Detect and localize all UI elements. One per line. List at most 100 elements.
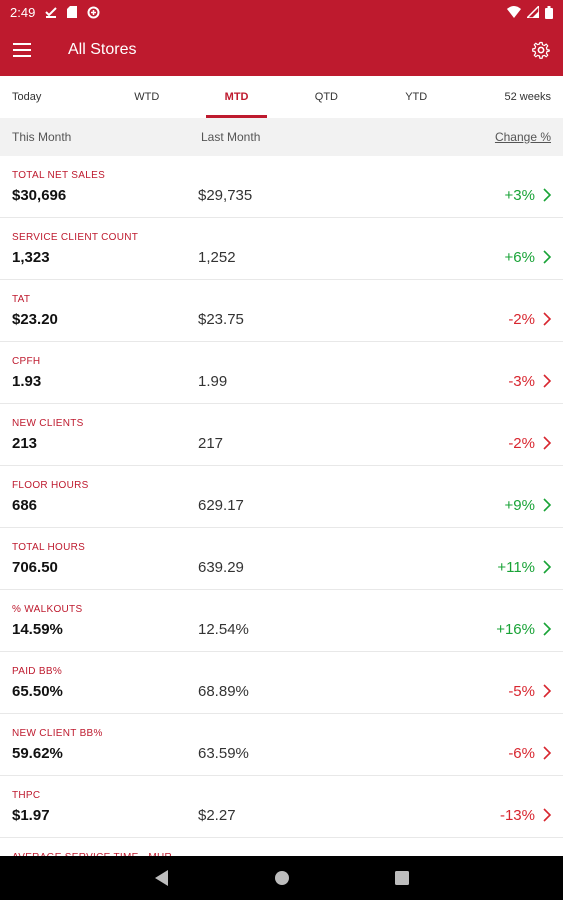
metric-row[interactable]: NEW CLIENT BB% 59.62% 63.59% -6% (0, 714, 563, 775)
metric-change: -6% (508, 745, 535, 762)
metric-last-month: $2.27 (198, 807, 236, 824)
gear-icon (532, 41, 550, 59)
metric-label: CPFH (12, 356, 41, 367)
page-title: All Stores (68, 41, 137, 58)
back-button[interactable] (152, 868, 172, 888)
battery-icon (545, 5, 553, 19)
metric-label: THPC (12, 790, 41, 801)
metric-row[interactable]: PAID BB% 65.50% 68.89% -5% (0, 652, 563, 713)
app-bar: All Stores (0, 24, 563, 76)
data-saver-icon (87, 6, 100, 19)
metric-this-month: 65.50% (12, 683, 63, 700)
metric-row[interactable]: SERVICE CLIENT COUNT 1,323 1,252 +6% (0, 218, 563, 279)
metric-row[interactable]: TOTAL NET SALES $30,696 $29,735 +3% (0, 156, 563, 217)
chevron-right-icon (543, 250, 552, 264)
chevron-right-icon (543, 374, 552, 388)
metric-last-month: 68.89% (198, 683, 249, 700)
metric-label: NEW CLIENTS (12, 418, 84, 429)
period-tabs: Today WTD MTD QTD YTD 52 weeks (0, 76, 563, 118)
metric-change: -5% (508, 683, 535, 700)
metric-label: TOTAL HOURS (12, 542, 86, 553)
hamburger-menu-icon (13, 43, 31, 57)
metric-last-month: 629.17 (198, 497, 244, 514)
wifi-icon (507, 6, 521, 18)
metric-this-month: 706.50 (12, 559, 58, 576)
tab-mtd[interactable]: MTD (192, 76, 282, 118)
metric-last-month: $29,735 (198, 187, 253, 204)
home-icon (274, 871, 289, 885)
chevron-right-icon (543, 188, 552, 202)
settings-button[interactable] (521, 24, 561, 76)
chevron-right-icon (543, 436, 552, 450)
metric-last-month: 1,252 (198, 249, 236, 266)
metric-change: +3% (504, 187, 535, 204)
metric-this-month: 686 (12, 497, 38, 514)
metric-change: -2% (508, 435, 535, 452)
chevron-right-icon (543, 560, 552, 574)
tab-qtd[interactable]: QTD (314, 91, 339, 103)
metric-change: -13% (499, 807, 535, 824)
metric-row[interactable]: THPC $1.97 $2.27 -13% (0, 776, 563, 837)
column-last-month: Last Month (201, 130, 261, 144)
system-nav-bar (0, 856, 563, 900)
download-done-icon (45, 6, 58, 18)
metric-change: +16% (496, 621, 535, 638)
metric-last-month: 63.59% (198, 745, 249, 762)
chevron-right-icon (543, 746, 552, 760)
metric-row[interactable]: TOTAL HOURS 706.50 639.29 +11% (0, 528, 563, 589)
chevron-right-icon (543, 312, 552, 326)
metric-this-month: $30,696 (12, 187, 67, 204)
metric-last-month: 1.99 (198, 373, 228, 390)
signal-icon (527, 6, 539, 18)
sd-card-icon (67, 6, 78, 18)
metric-last-month: 639.29 (198, 559, 244, 576)
metric-change: +11% (497, 559, 535, 576)
tab-52-weeks[interactable]: 52 weeks (504, 91, 551, 103)
column-this-month: This Month (12, 130, 72, 144)
recents-button[interactable] (392, 868, 412, 888)
metric-this-month: $23.20 (12, 311, 58, 328)
metric-label: AVERAGE SERVICE TIME - MHR (12, 852, 172, 856)
metric-label: SERVICE CLIENT COUNT (12, 232, 139, 243)
recents-icon (394, 871, 409, 885)
metric-row[interactable]: TAT $23.20 $23.75 -2% (0, 280, 563, 341)
metric-row[interactable]: % WALKOUTS 14.59% 12.54% +16% (0, 590, 563, 651)
metric-row[interactable]: AVERAGE SERVICE TIME - MHR (0, 838, 563, 856)
metric-last-month: 217 (198, 435, 224, 452)
status-bar: 2:49 (0, 0, 563, 24)
chevron-right-icon (543, 498, 552, 512)
menu-button[interactable] (0, 24, 44, 76)
metric-label: PAID BB% (12, 666, 63, 677)
metric-this-month: 213 (12, 435, 38, 452)
metric-this-month: 1,323 (12, 249, 50, 266)
metric-change: +9% (504, 497, 535, 514)
chevron-right-icon (543, 808, 552, 822)
metric-row[interactable]: CPFH 1.93 1.99 -3% (0, 342, 563, 403)
metric-label: TAT (12, 294, 31, 305)
metric-this-month: $1.97 (12, 807, 50, 824)
tab-ytd[interactable]: YTD (405, 91, 428, 103)
status-time: 2:49 (10, 4, 36, 20)
metric-label: FLOOR HOURS (12, 480, 89, 491)
column-header: This Month Last Month Change % (0, 118, 563, 156)
status-right (507, 5, 553, 19)
metric-row[interactable]: NEW CLIENTS 213 217 -2% (0, 404, 563, 465)
metric-row[interactable]: FLOOR HOURS 686 629.17 +9% (0, 466, 563, 527)
back-icon (154, 870, 168, 886)
metric-label: % WALKOUTS (12, 604, 83, 615)
metric-label: NEW CLIENT BB% (12, 728, 103, 739)
metric-change: -2% (508, 311, 535, 328)
metric-last-month: $23.75 (198, 311, 244, 328)
status-left: 2:49 (10, 5, 100, 20)
column-change-sort[interactable]: Change % (494, 130, 551, 144)
metric-last-month: 12.54% (198, 621, 249, 638)
metric-change: +6% (504, 249, 535, 266)
tab-today[interactable]: Today (12, 91, 42, 103)
chevron-right-icon (543, 622, 552, 636)
chevron-right-icon (543, 684, 552, 698)
metric-this-month: 1.93 (12, 373, 42, 390)
home-button[interactable] (272, 868, 292, 888)
metric-this-month: 14.59% (12, 621, 63, 638)
tab-wtd[interactable]: WTD (134, 91, 160, 103)
metrics-list: TOTAL NET SALES $30,696 $29,735 +3% SERVICE … (0, 156, 563, 856)
